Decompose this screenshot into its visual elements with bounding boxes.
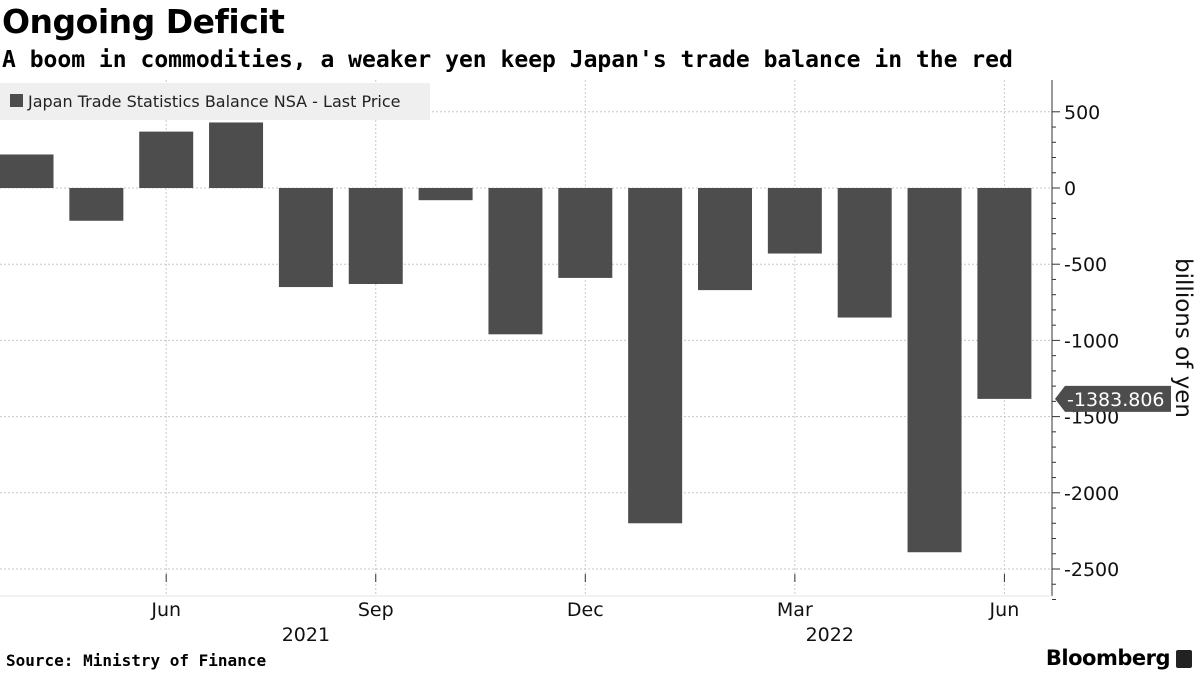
x-year-label: 2022 bbox=[806, 624, 854, 646]
grid-lines bbox=[0, 80, 1052, 596]
chart-title: Ongoing Deficit bbox=[2, 2, 285, 41]
y-axis-title: billions of yen bbox=[1170, 258, 1196, 418]
y-tick-label: -1000 bbox=[1064, 330, 1119, 352]
x-year-label: 2021 bbox=[282, 624, 330, 646]
y-tick-label: -1500 bbox=[1064, 407, 1119, 429]
bar bbox=[698, 188, 752, 291]
last-value-tag-shape bbox=[1055, 385, 1171, 412]
chart-subtitle: A boom in commodities, a weaker yen keep… bbox=[2, 47, 1013, 73]
bar bbox=[837, 188, 892, 318]
brand-logo-text: Bloomberg bbox=[1045, 646, 1171, 670]
bar bbox=[977, 188, 1032, 399]
y-tick-label: 500 bbox=[1064, 102, 1100, 124]
legend-swatch bbox=[10, 94, 23, 107]
bloomberg-chart-icon bbox=[1176, 650, 1192, 668]
bar bbox=[767, 188, 822, 254]
legend: Japan Trade Statistics Balance NSA - Las… bbox=[0, 83, 430, 120]
y-axis-label: billions of yen bbox=[1170, 258, 1196, 418]
y-tick-label: 0 bbox=[1064, 178, 1076, 200]
bar bbox=[907, 188, 962, 553]
bar bbox=[558, 188, 613, 278]
bar bbox=[69, 188, 124, 221]
last-value-tag: -1383.806 bbox=[1055, 385, 1171, 412]
bar bbox=[139, 131, 194, 188]
legend-label: Japan Trade Statistics Balance NSA - Las… bbox=[27, 92, 400, 111]
bar bbox=[348, 188, 403, 285]
x-tick-label: Jun bbox=[150, 599, 181, 621]
bar bbox=[628, 188, 683, 524]
y-tick-label: -2500 bbox=[1064, 559, 1119, 581]
bar bbox=[278, 188, 333, 288]
legend-background bbox=[0, 83, 430, 120]
bar-series bbox=[0, 122, 1032, 553]
y-tick-label: -500 bbox=[1064, 254, 1107, 276]
bar bbox=[0, 154, 54, 188]
bar bbox=[209, 122, 264, 188]
x-tick-label: Mar bbox=[777, 599, 813, 621]
bar bbox=[488, 188, 543, 335]
axes: 500 0 -500 -1000 -1500 -2000 -2500 Jun Sep Dec Mar… bbox=[0, 80, 1119, 646]
bar bbox=[418, 188, 473, 201]
x-tick-label: Dec bbox=[567, 599, 604, 621]
last-value-label: -1383.806 bbox=[1067, 389, 1165, 411]
x-tick-label: Sep bbox=[358, 599, 394, 621]
source-note: Source: Ministry of Finance bbox=[6, 651, 267, 670]
x-tick-label: Jun bbox=[989, 599, 1020, 621]
y-tick-label: -2000 bbox=[1064, 483, 1119, 505]
